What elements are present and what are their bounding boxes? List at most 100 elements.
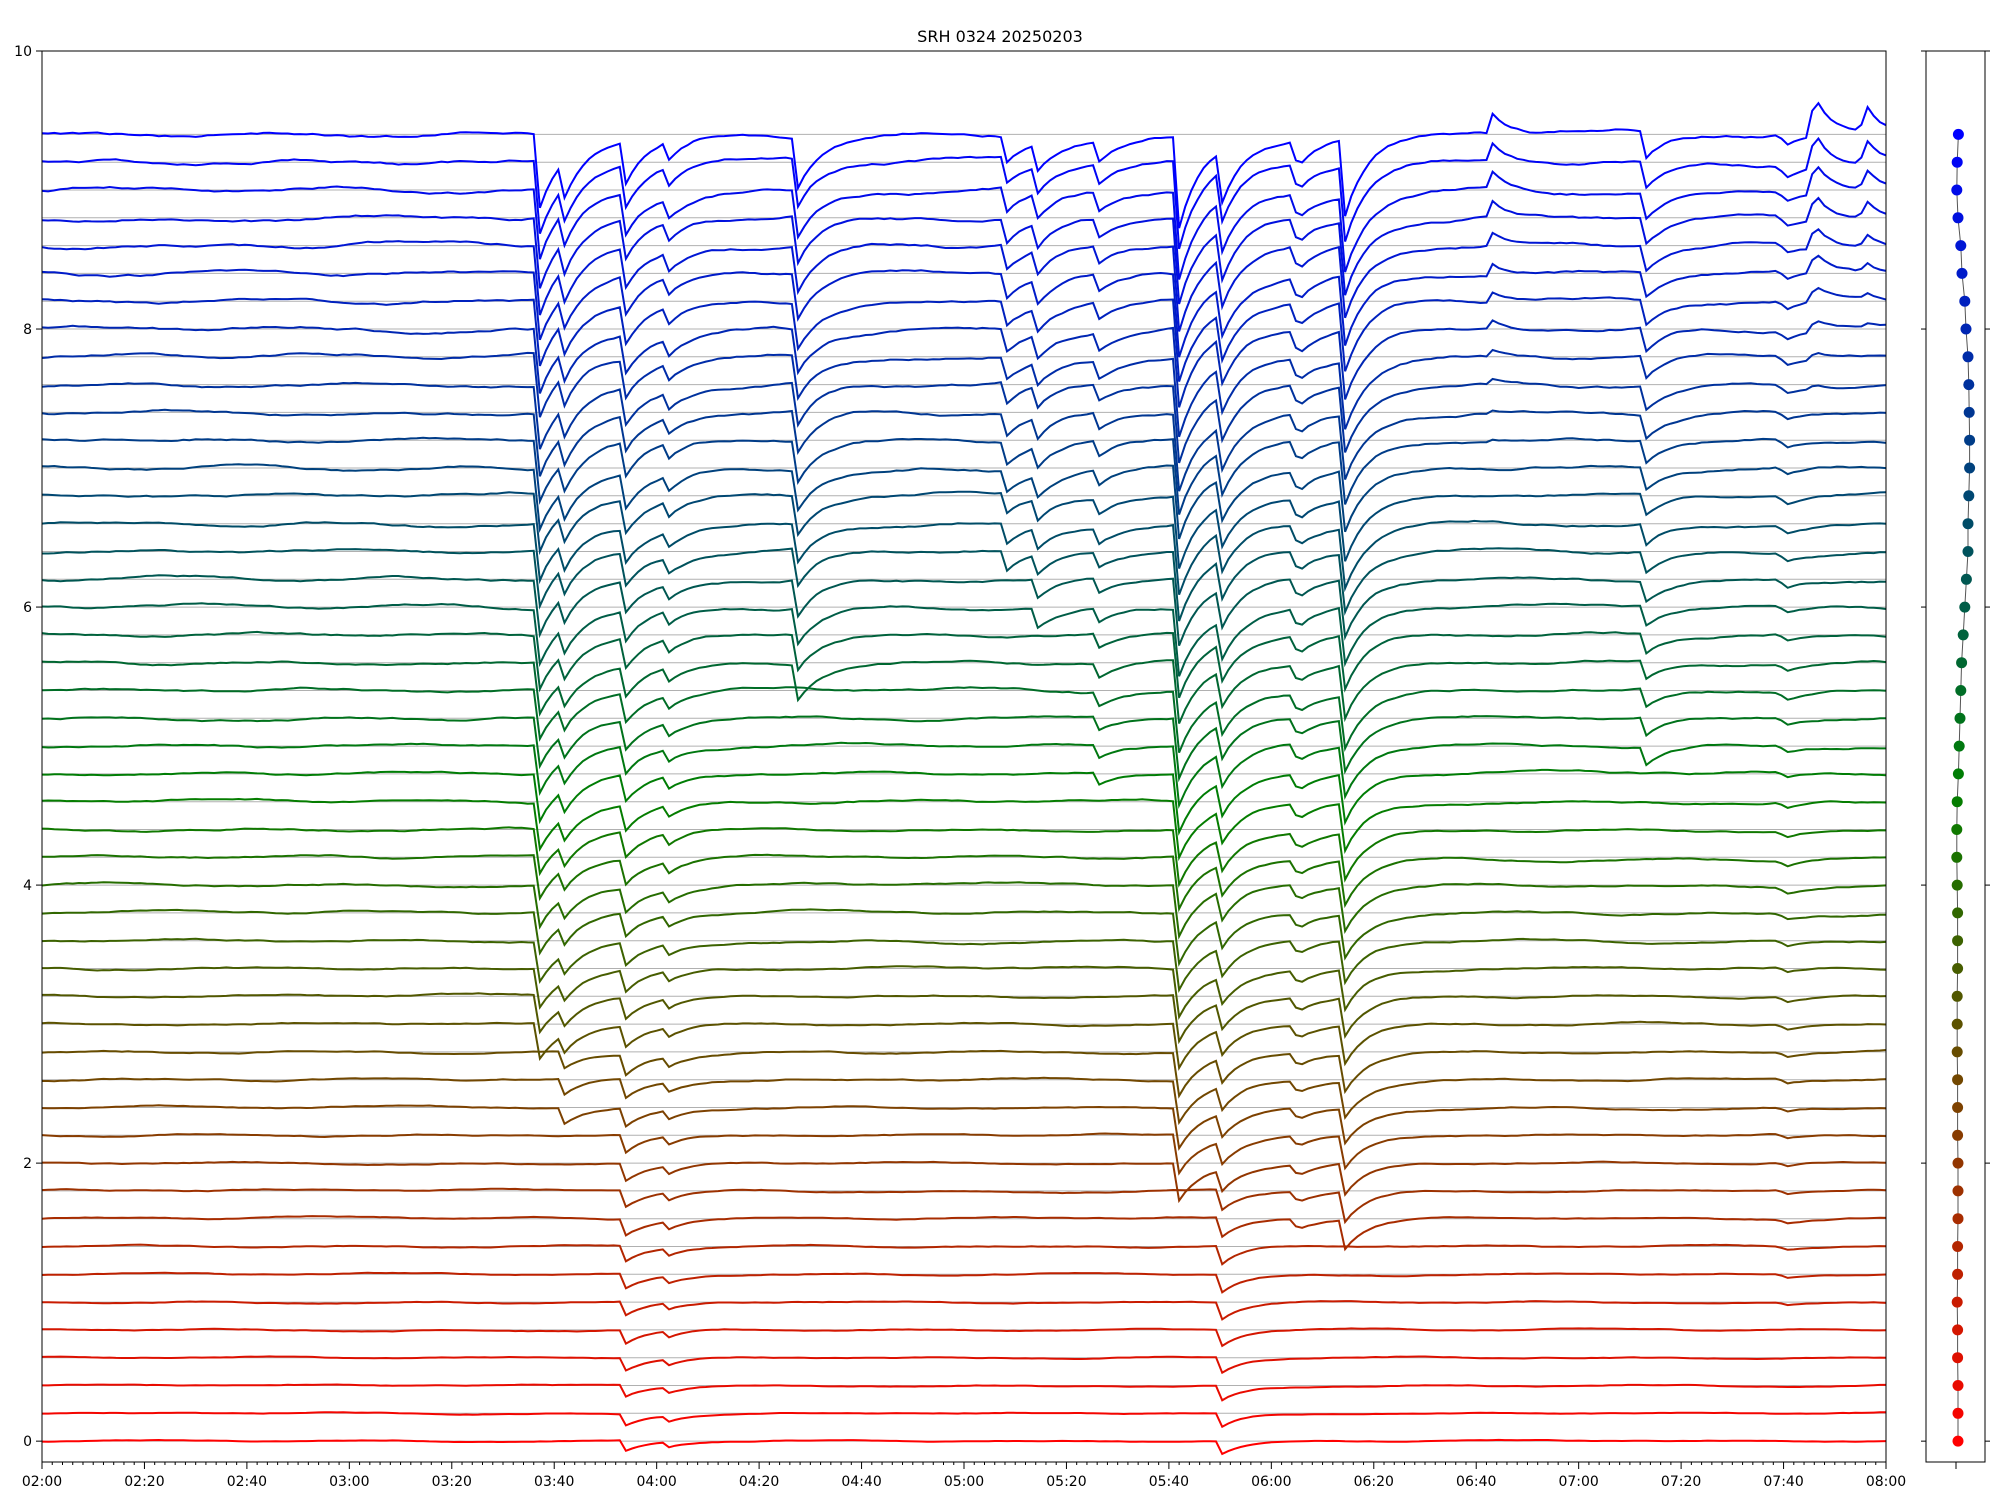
- side-point: [1963, 490, 1975, 502]
- trace-line: [41, 1049, 1887, 1099]
- x-tick-label: 02:00: [22, 1474, 62, 1490]
- trace-line: [42, 1383, 1886, 1402]
- side-point: [1951, 796, 1963, 808]
- side-point: [1952, 1380, 1964, 1391]
- x-tick-label: 04:20: [739, 1474, 779, 1490]
- side-point: [1951, 824, 1963, 835]
- trace-line: [41, 377, 1887, 464]
- trace-line: [42, 768, 1887, 836]
- trace-line: [41, 1355, 1887, 1375]
- side-point: [1952, 935, 1964, 947]
- trace-line: [42, 965, 1887, 1020]
- trace-line: [41, 1132, 1887, 1176]
- trace-line: [41, 1187, 1887, 1225]
- trace-line: [41, 826, 1887, 888]
- trace-line: [42, 1327, 1887, 1348]
- side-point: [1952, 1213, 1964, 1225]
- trace-line: [41, 741, 1886, 810]
- chart-title: SRH 0324 20250203: [917, 27, 1083, 46]
- trace-line: [41, 254, 1887, 358]
- y-tick-label: 0: [23, 1434, 32, 1450]
- side-point: [1952, 1185, 1964, 1197]
- x-tick-label: 02:20: [124, 1474, 164, 1490]
- side-point: [1955, 240, 1967, 252]
- trace-line: [41, 286, 1887, 382]
- side-point: [1952, 1102, 1964, 1113]
- side-point: [1952, 128, 1964, 140]
- x-tick-label: 06:40: [1456, 1474, 1496, 1490]
- trace-line: [41, 1300, 1887, 1321]
- side-point: [1952, 1241, 1964, 1252]
- trace-line: [41, 715, 1886, 783]
- trace-line: [41, 853, 1887, 913]
- trace-line: [41, 659, 1887, 724]
- x-tick-label: 06:20: [1354, 1474, 1394, 1490]
- trace-line: [41, 519, 1887, 596]
- y-tick-label: 4: [23, 878, 32, 894]
- side-point: [1952, 1324, 1964, 1336]
- trace-line: [41, 319, 1887, 408]
- side-point: [1951, 851, 1963, 863]
- x-tick-label: 05:40: [1149, 1474, 1189, 1490]
- side-point: [1954, 712, 1966, 724]
- side-point: [1964, 434, 1976, 446]
- trace-line: [41, 348, 1887, 438]
- trace-line: [41, 1243, 1887, 1266]
- trace-line: [41, 408, 1887, 492]
- x-tick-label: 04:00: [636, 1474, 676, 1490]
- trace-line: [42, 992, 1887, 1045]
- trace-line: [41, 136, 1887, 250]
- trace-line: [41, 1438, 1887, 1456]
- side-point: [1952, 212, 1964, 224]
- side-point: [1960, 323, 1972, 335]
- x-tick-label: 05:20: [1046, 1474, 1086, 1490]
- trace-line: [42, 1411, 1887, 1429]
- side-point: [1963, 379, 1975, 391]
- x-tick-label: 02:40: [227, 1474, 267, 1490]
- side-point: [1951, 1296, 1963, 1308]
- side-point: [1952, 1129, 1964, 1141]
- y-tick-label: 6: [23, 600, 32, 616]
- side-point: [1962, 546, 1974, 557]
- side-point: [1955, 685, 1967, 696]
- main-plot-area: 02:00 02:20 02:40 03:00 03:20 03:40 04:00 04:20…: [14, 44, 1906, 1490]
- trace-line: [41, 463, 1887, 540]
- side-point: [1952, 1352, 1964, 1364]
- trace-line: [41, 165, 1887, 280]
- side-point: [1956, 657, 1968, 669]
- trace-line: [41, 101, 1887, 229]
- side-point: [1952, 1435, 1964, 1447]
- trace-line: [41, 1020, 1887, 1071]
- trace-line: [41, 490, 1887, 569]
- x-tick-label: 04:40: [841, 1474, 881, 1490]
- trace-line: [42, 1160, 1887, 1204]
- trace-line: [41, 937, 1887, 993]
- side-point: [1952, 1268, 1964, 1280]
- x-tick-label: 03:00: [329, 1474, 369, 1490]
- side-point: [1952, 1157, 1964, 1169]
- x-tick-label: 06:00: [1251, 1474, 1291, 1490]
- trace-line: [41, 881, 1887, 940]
- side-point: [1951, 1018, 1963, 1030]
- side-point: [1951, 156, 1963, 168]
- x-tick-label: 07:00: [1558, 1474, 1598, 1490]
- y-tick-label: 8: [23, 322, 32, 338]
- side-point: [1960, 573, 1972, 585]
- x-tick-label: 08:00: [1866, 1474, 1906, 1490]
- side-point: [1952, 1407, 1964, 1419]
- x-tick-label: 03:20: [432, 1474, 472, 1490]
- x-tick-label: 03:40: [534, 1474, 574, 1490]
- trace-line: [42, 1076, 1887, 1126]
- side-point: [1952, 963, 1964, 974]
- x-tick-label: 05:00: [944, 1474, 984, 1490]
- side-point: [1951, 990, 1963, 1002]
- side-point: [1952, 1074, 1964, 1086]
- main-axes-frame: [41, 50, 1887, 1463]
- y-tick-label: 2: [23, 1156, 32, 1172]
- side-point: [1959, 295, 1971, 307]
- trace-line: [41, 1271, 1887, 1294]
- side-point: [1956, 267, 1968, 279]
- trace-line: [41, 686, 1887, 753]
- side-point: [1962, 351, 1974, 363]
